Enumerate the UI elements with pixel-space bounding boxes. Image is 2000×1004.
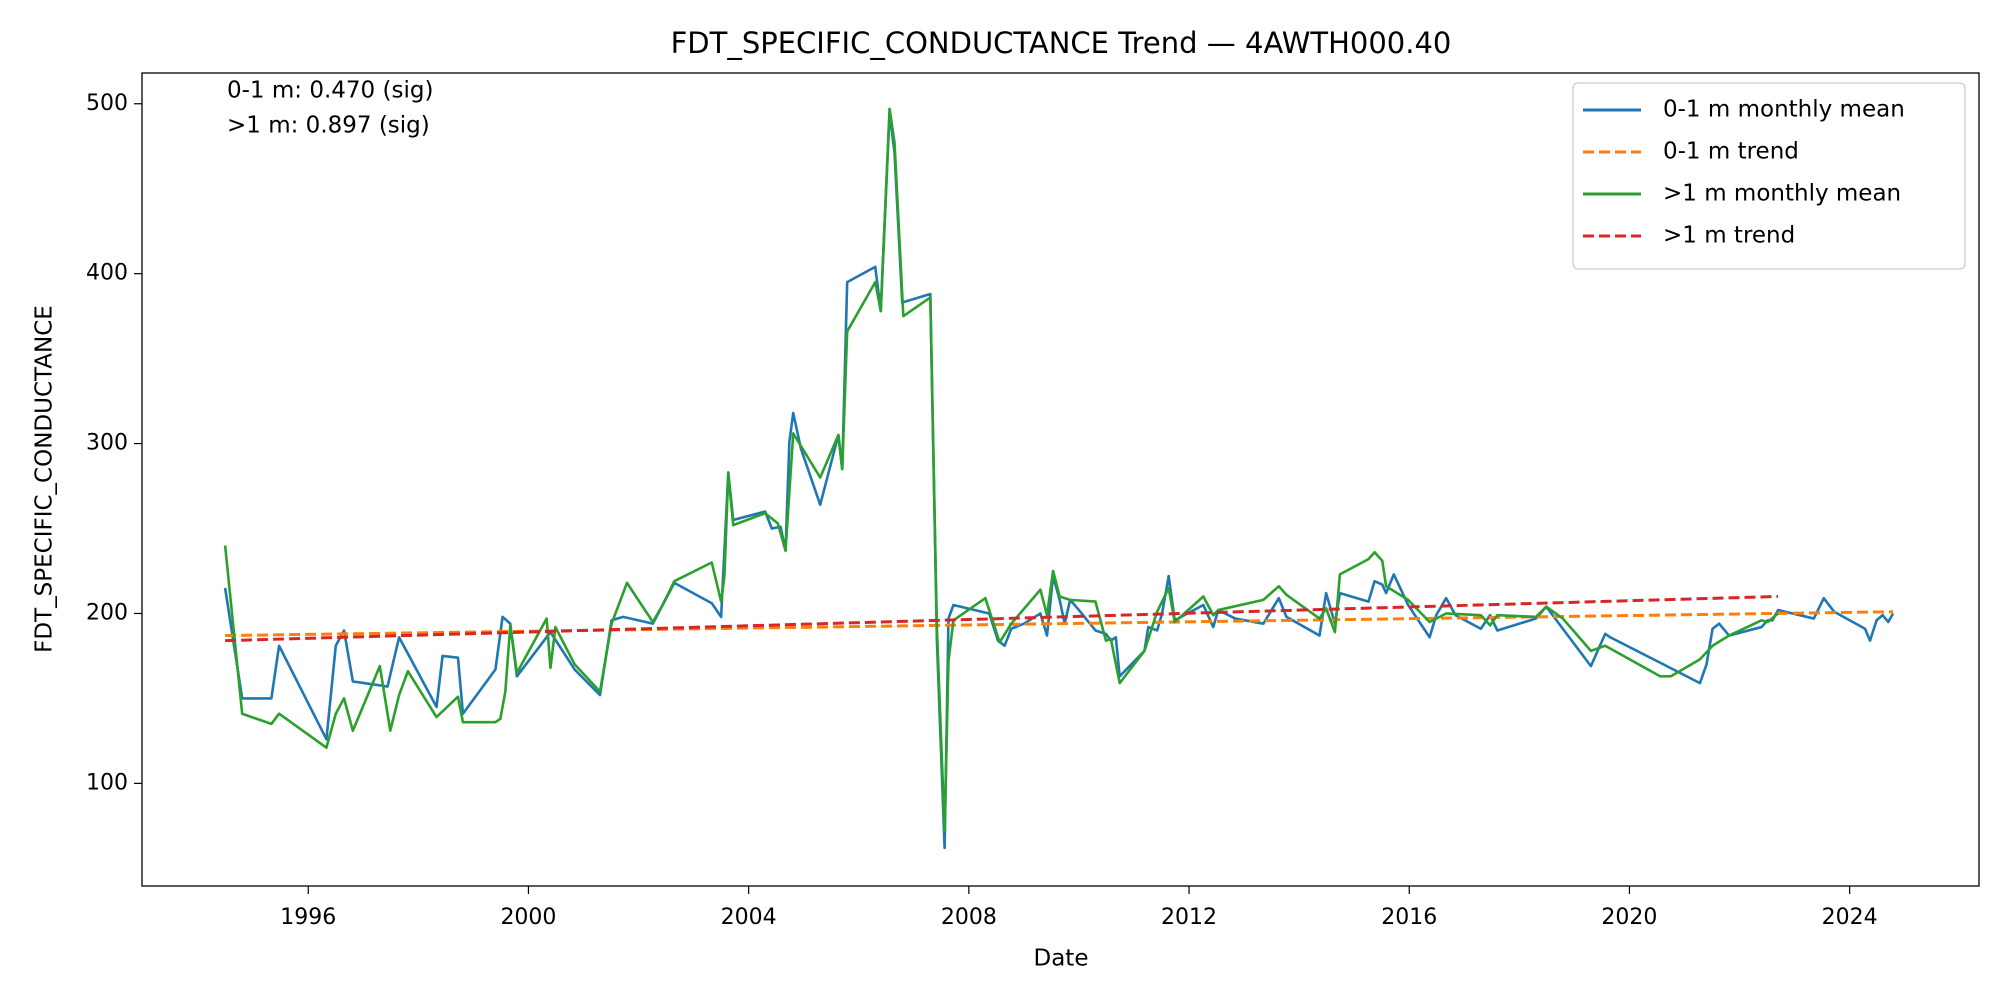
legend-label: >1 m trend <box>1663 223 1795 249</box>
x-tick-label: 2000 <box>500 905 556 930</box>
annotation: >1 m: 0.897 (sig) <box>227 113 430 139</box>
y-tick-label: 500 <box>86 91 128 116</box>
x-tick-label: 2016 <box>1381 905 1437 930</box>
y-tick-label: 100 <box>86 770 128 795</box>
data-line <box>223 107 1779 833</box>
legend-label: >1 m monthly mean <box>1663 181 1901 207</box>
x-tick-label: 2008 <box>941 905 997 930</box>
legend-label: 0-1 m trend <box>1663 139 1799 165</box>
x-tick-label: 2024 <box>1822 905 1878 930</box>
x-tick-label: 1996 <box>280 905 336 930</box>
x-tick-label: 2004 <box>721 905 777 930</box>
chart-title: FDT_SPECIFIC_CONDUCTANCE Trend — 4AWTH00… <box>671 26 1452 60</box>
y-tick-label: 200 <box>86 600 128 625</box>
plot-frame <box>141 72 1980 887</box>
y-tick-label: 400 <box>86 261 128 286</box>
y-axis-label: FDT_SPECIFIC_CONDUCTANCE <box>32 305 58 653</box>
data-line <box>225 594 1779 643</box>
annotation: 0-1 m: 0.470 (sig) <box>227 78 433 104</box>
x-tick-label: 2020 <box>1601 905 1657 930</box>
x-axis-label: Date <box>1034 946 1089 972</box>
x-tick-label: 2012 <box>1161 905 1217 930</box>
y-tick-label: 300 <box>86 431 128 456</box>
legend-label: 0-1 m monthly mean <box>1663 97 1905 123</box>
legend-box <box>1572 82 1966 270</box>
